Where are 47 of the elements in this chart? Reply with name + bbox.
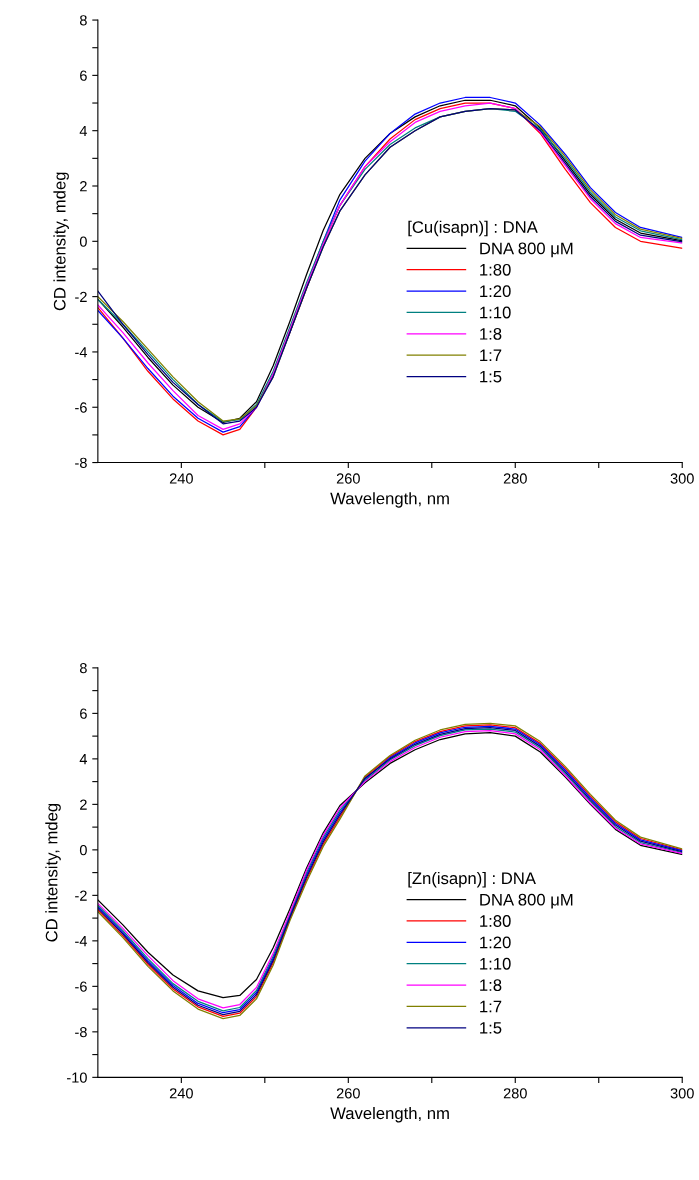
legend-label: 1:8: [480, 327, 502, 340]
x-tick-label: 240: [169, 473, 193, 484]
legend-label: 1:7: [480, 1000, 502, 1013]
x-tick-label: 300: [670, 473, 694, 484]
y-tick-label: -6: [75, 981, 87, 992]
y-tick-label: 8: [79, 15, 87, 26]
x-tick-label: 240: [169, 1088, 193, 1099]
y-axis-title: CD intensity, mdeg: [45, 803, 61, 942]
x-tick-label: 300: [670, 1088, 694, 1099]
legend-title: [Cu(isapn)] : DNA: [408, 220, 538, 237]
y-tick-label: 4: [79, 125, 88, 136]
legend-label: 1:20: [480, 936, 511, 949]
legend-label: DNA 800 μM: [480, 242, 573, 258]
legend-label: 1:7: [480, 349, 502, 361]
y-tick-label: 4: [79, 754, 88, 765]
y-tick-label: -2: [75, 890, 87, 901]
legend-label: 1:10: [480, 306, 511, 319]
legend-label: 1:5: [480, 1022, 502, 1034]
y-tick-label: -4: [75, 347, 88, 358]
y-tick-label: 2: [80, 799, 87, 810]
y-tick-label: 8: [79, 662, 87, 674]
y-tick-label: -8: [75, 457, 87, 468]
legend-title: [Zn(isapn)] : DNA: [408, 871, 536, 888]
y-tick-label: -6: [75, 402, 87, 413]
legend-label: 1:80: [480, 915, 511, 927]
legend-label: 1:8: [480, 979, 502, 992]
y-tick-label: -4: [75, 936, 88, 947]
legend-label: 1:10: [480, 957, 511, 970]
y-tick-label: 0: [79, 236, 87, 247]
y-tick-label: 6: [80, 70, 87, 81]
x-axis-title: Wavelength, nm: [330, 1106, 449, 1123]
x-tick-label: 280: [503, 1088, 527, 1099]
legend-label: 1:80: [480, 263, 511, 276]
x-tick-label: 260: [336, 1088, 360, 1099]
y-tick-label: -8: [75, 1026, 87, 1038]
legend-label: 1:5: [480, 370, 502, 383]
x-tick-label: 260: [336, 473, 360, 484]
legend-label: 1:20: [480, 285, 511, 298]
y-axis-title: CD intensity, mdeg: [53, 172, 69, 311]
y-tick-label: 6: [80, 708, 87, 719]
x-axis-title: Wavelength, nm: [330, 492, 449, 508]
y-tick-label: 0: [79, 844, 87, 856]
y-tick-label: 2: [80, 181, 87, 192]
x-tick-label: 280: [503, 473, 527, 484]
y-tick-label: -2: [75, 291, 87, 302]
legend-label: DNA 800 μM: [480, 893, 573, 909]
y-tick-label: -10: [67, 1072, 87, 1083]
